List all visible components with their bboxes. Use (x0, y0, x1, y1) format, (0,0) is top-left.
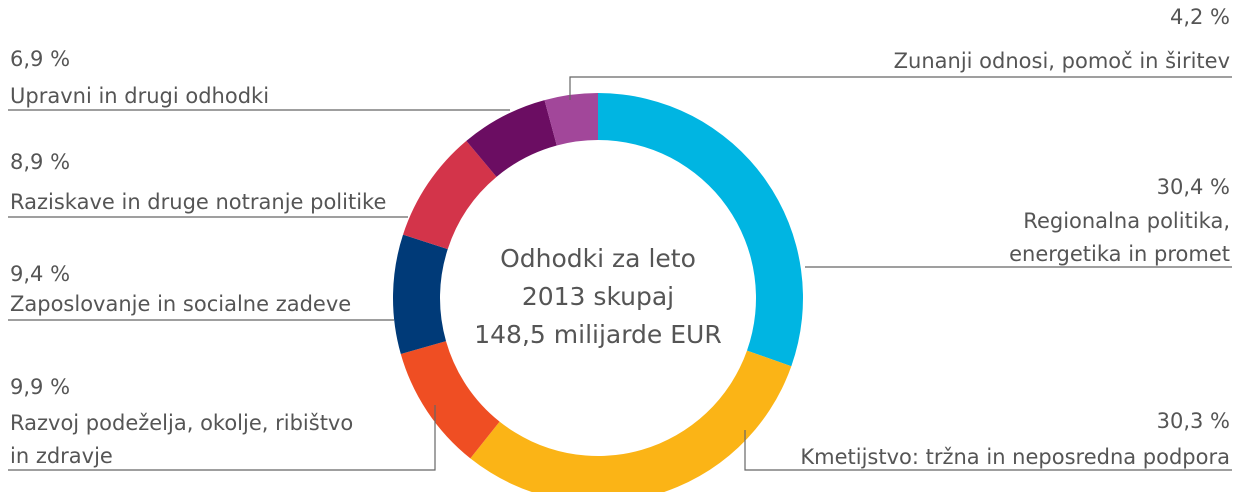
category-label: Upravni in drugi odhodki (10, 84, 269, 108)
category-label: Raziskave in druge notranje politike (10, 190, 386, 214)
value-label: 9,4 % (10, 262, 70, 286)
value-label: 8,9 % (10, 150, 70, 174)
donut-segment (598, 93, 803, 367)
value-label: 30,4 % (1157, 175, 1230, 199)
donut-segment (400, 341, 500, 459)
donut-segment (470, 350, 792, 492)
donut-segment (403, 140, 497, 250)
donut-segment (393, 234, 448, 354)
category-label: Zaposlovanje in socialne zadeve (10, 292, 351, 316)
leader-line (744, 430, 1232, 471)
value-label: 6,9 % (10, 47, 70, 71)
category-label: energetika in promet (1009, 242, 1230, 266)
value-label: 4,2 % (1170, 5, 1230, 29)
leader-line (569, 76, 1232, 100)
category-label: Kmetijstvo: tržna in neposredna podpora (800, 445, 1230, 469)
leader-line (8, 405, 436, 471)
category-label: Zunanji odnosi, pomoč in širitev (894, 49, 1230, 73)
category-label: in zdravje (10, 444, 113, 468)
donut-segment (544, 93, 598, 146)
center-label: Odhodki za leto (500, 244, 696, 273)
value-label: 30,3 % (1157, 409, 1230, 433)
value-label: 9,9 % (10, 375, 70, 399)
category-label: Regionalna politika, (1023, 209, 1230, 233)
center-label: 148,5 milijarde EUR (474, 320, 721, 349)
donut-segment (466, 100, 557, 177)
category-label: Razvoj podeželja, okolje, ribištvo (10, 411, 353, 435)
center-label: 2013 skupaj (522, 282, 674, 311)
